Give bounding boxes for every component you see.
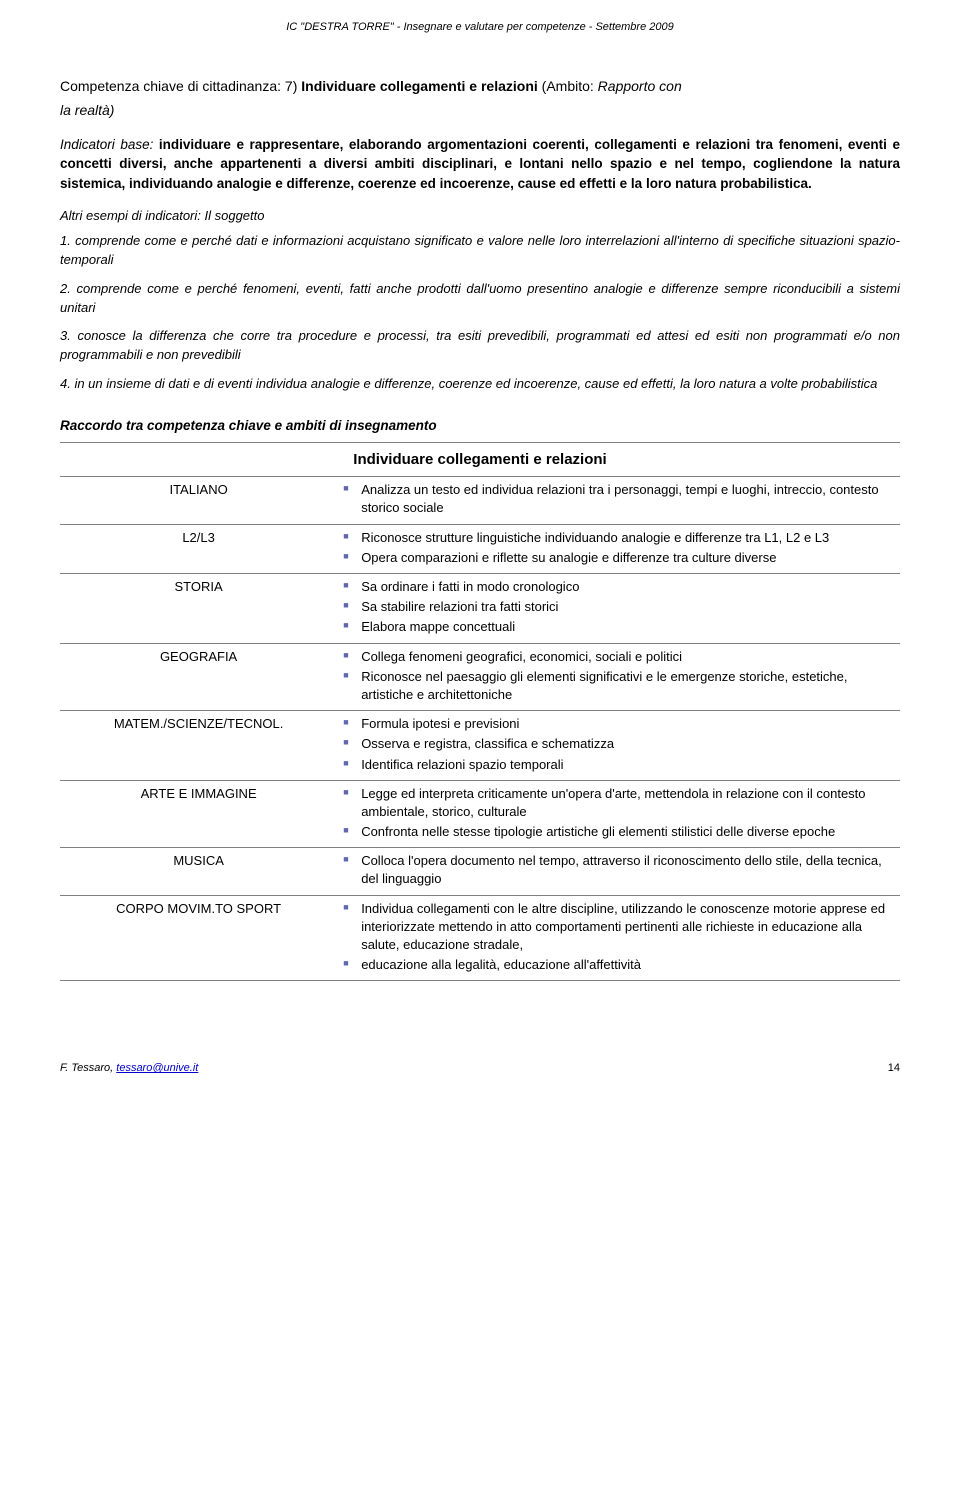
bullet-list: Colloca l'opera documento nel tempo, att…	[343, 852, 894, 888]
bullet-item: educazione alla legalità, educazione all…	[343, 956, 894, 974]
ambito-open: (Ambito:	[538, 78, 598, 94]
bullet-list: Legge ed interpreta criticamente un'oper…	[343, 785, 894, 842]
table-row: ARTE E IMMAGINELegge ed interpreta criti…	[60, 780, 900, 848]
bullets-cell: Collega fenomeni geografici, economici, …	[337, 643, 900, 711]
subject-cell: ITALIANO	[60, 477, 337, 524]
footer-email-link[interactable]: tessaro@unive.it	[116, 1062, 198, 1074]
bullets-cell: Colloca l'opera documento nel tempo, att…	[337, 848, 900, 895]
bullets-cell: Legge ed interpreta criticamente un'oper…	[337, 780, 900, 848]
indicator-base: Indicatori base: individuare e rappresen…	[60, 135, 900, 194]
bullet-item: Analizza un testo ed individua relazioni…	[343, 481, 894, 517]
bullets-cell: Riconosce strutture linguistiche individ…	[337, 524, 900, 573]
competenza-title: Individuare collegamenti e relazioni	[301, 78, 538, 94]
competenza-label: Competenza chiave di cittadinanza: 7)	[60, 78, 301, 94]
table-row: MATEM./SCIENZE/TECNOL.Formula ipotesi e …	[60, 711, 900, 781]
subject-cell: GEOGRAFIA	[60, 643, 337, 711]
bullet-item: Elabora mappe concettuali	[343, 618, 894, 636]
bullet-item: Colloca l'opera documento nel tempo, att…	[343, 852, 894, 888]
bullets-cell: Sa ordinare i fatti in modo cronologico S…	[337, 574, 900, 644]
indicator-text: individuare e rappresentare, elaborando …	[60, 137, 900, 191]
bullet-item: Collega fenomeni geografici, economici, …	[343, 648, 894, 666]
subject-cell: MUSICA	[60, 848, 337, 895]
example-item: 1. comprende come e perché dati e inform…	[60, 232, 900, 270]
bullet-item: Formula ipotesi e previsioni	[343, 715, 894, 733]
bullet-list: Collega fenomeni geografici, economici, …	[343, 648, 894, 705]
page-header: IC "DESTRA TORRE" - Insegnare e valutare…	[60, 20, 900, 36]
bullet-list: Sa ordinare i fatti in modo cronologico S…	[343, 578, 894, 637]
competenza-title-line: Competenza chiave di cittadinanza: 7) In…	[60, 76, 900, 96]
subject-cell: CORPO MOVIM.TO SPORT	[60, 895, 337, 981]
subject-cell: L2/L3	[60, 524, 337, 573]
bullet-item: Sa stabilire relazioni tra fatti storici	[343, 598, 894, 616]
table-row: ITALIANOAnalizza un testo ed individua r…	[60, 477, 900, 524]
bullet-item: Individua collegamenti con le altre disc…	[343, 900, 894, 955]
footer-author: F. Tessaro, tessaro@unive.it	[60, 1061, 198, 1077]
bullet-item: Legge ed interpreta criticamente un'oper…	[343, 785, 894, 821]
example-item: 3. conosce la differenza che corre tra p…	[60, 327, 900, 365]
table-row: STORIASa ordinare i fatti in modo cronol…	[60, 574, 900, 644]
page-footer: F. Tessaro, tessaro@unive.it 14	[60, 1061, 900, 1077]
bullet-item: Riconosce nel paesaggio gli elementi sig…	[343, 668, 894, 704]
bullet-list: Analizza un testo ed individua relazioni…	[343, 481, 894, 517]
examples-title: Altri esempi di indicatori: Il soggetto	[60, 207, 900, 226]
bullet-list: Riconosce strutture linguistiche individ…	[343, 529, 894, 567]
example-item: 2. comprende come e perché fenomeni, eve…	[60, 280, 900, 318]
examples-list: 1. comprende come e perché dati e inform…	[60, 232, 900, 394]
bullet-item: Osserva e registra, classifica e schemat…	[343, 735, 894, 753]
footer-page-number: 14	[888, 1061, 900, 1077]
bullet-item: Riconosce strutture linguistiche individ…	[343, 529, 894, 547]
subject-cell: ARTE E IMMAGINE	[60, 780, 337, 848]
bullets-cell: Individua collegamenti con le altre disc…	[337, 895, 900, 981]
competenza-subtitle: la realtà)	[60, 100, 900, 120]
indicator-lead: Indicatori base:	[60, 137, 153, 152]
subject-cell: MATEM./SCIENZE/TECNOL.	[60, 711, 337, 781]
bullet-item: Confronta nelle stesse tipologie artisti…	[343, 823, 894, 841]
footer-author-name: F. Tessaro,	[60, 1062, 116, 1074]
bullet-item: Sa ordinare i fatti in modo cronologico	[343, 578, 894, 596]
example-item: 4. in un insieme di dati e di eventi ind…	[60, 375, 900, 394]
bullets-cell: Formula ipotesi e previsioni Osserva e re…	[337, 711, 900, 781]
table-row: MUSICAColloca l'opera documento nel temp…	[60, 848, 900, 895]
ambito-value: Rapporto con	[598, 78, 682, 94]
table-heading: Individuare collegamenti e relazioni	[60, 442, 900, 477]
raccordo-title: Raccordo tra competenza chiave e ambiti …	[60, 416, 900, 436]
raccordo-table: Individuare collegamenti e relazioni ITA…	[60, 442, 900, 982]
bullet-list: Individua collegamenti con le altre disc…	[343, 900, 894, 975]
table-row: CORPO MOVIM.TO SPORTIndividua collegamen…	[60, 895, 900, 981]
subject-cell: STORIA	[60, 574, 337, 644]
table-row: L2/L3 Riconosce strutture linguistiche in…	[60, 524, 900, 573]
bullet-list: Formula ipotesi e previsioni Osserva e re…	[343, 715, 894, 774]
table-row: GEOGRAFIA Collega fenomeni geografici, ec…	[60, 643, 900, 711]
bullet-item: Opera comparazioni e riflette su analogi…	[343, 549, 894, 567]
bullets-cell: Analizza un testo ed individua relazioni…	[337, 477, 900, 524]
bullet-item: Identifica relazioni spazio temporali	[343, 756, 894, 774]
